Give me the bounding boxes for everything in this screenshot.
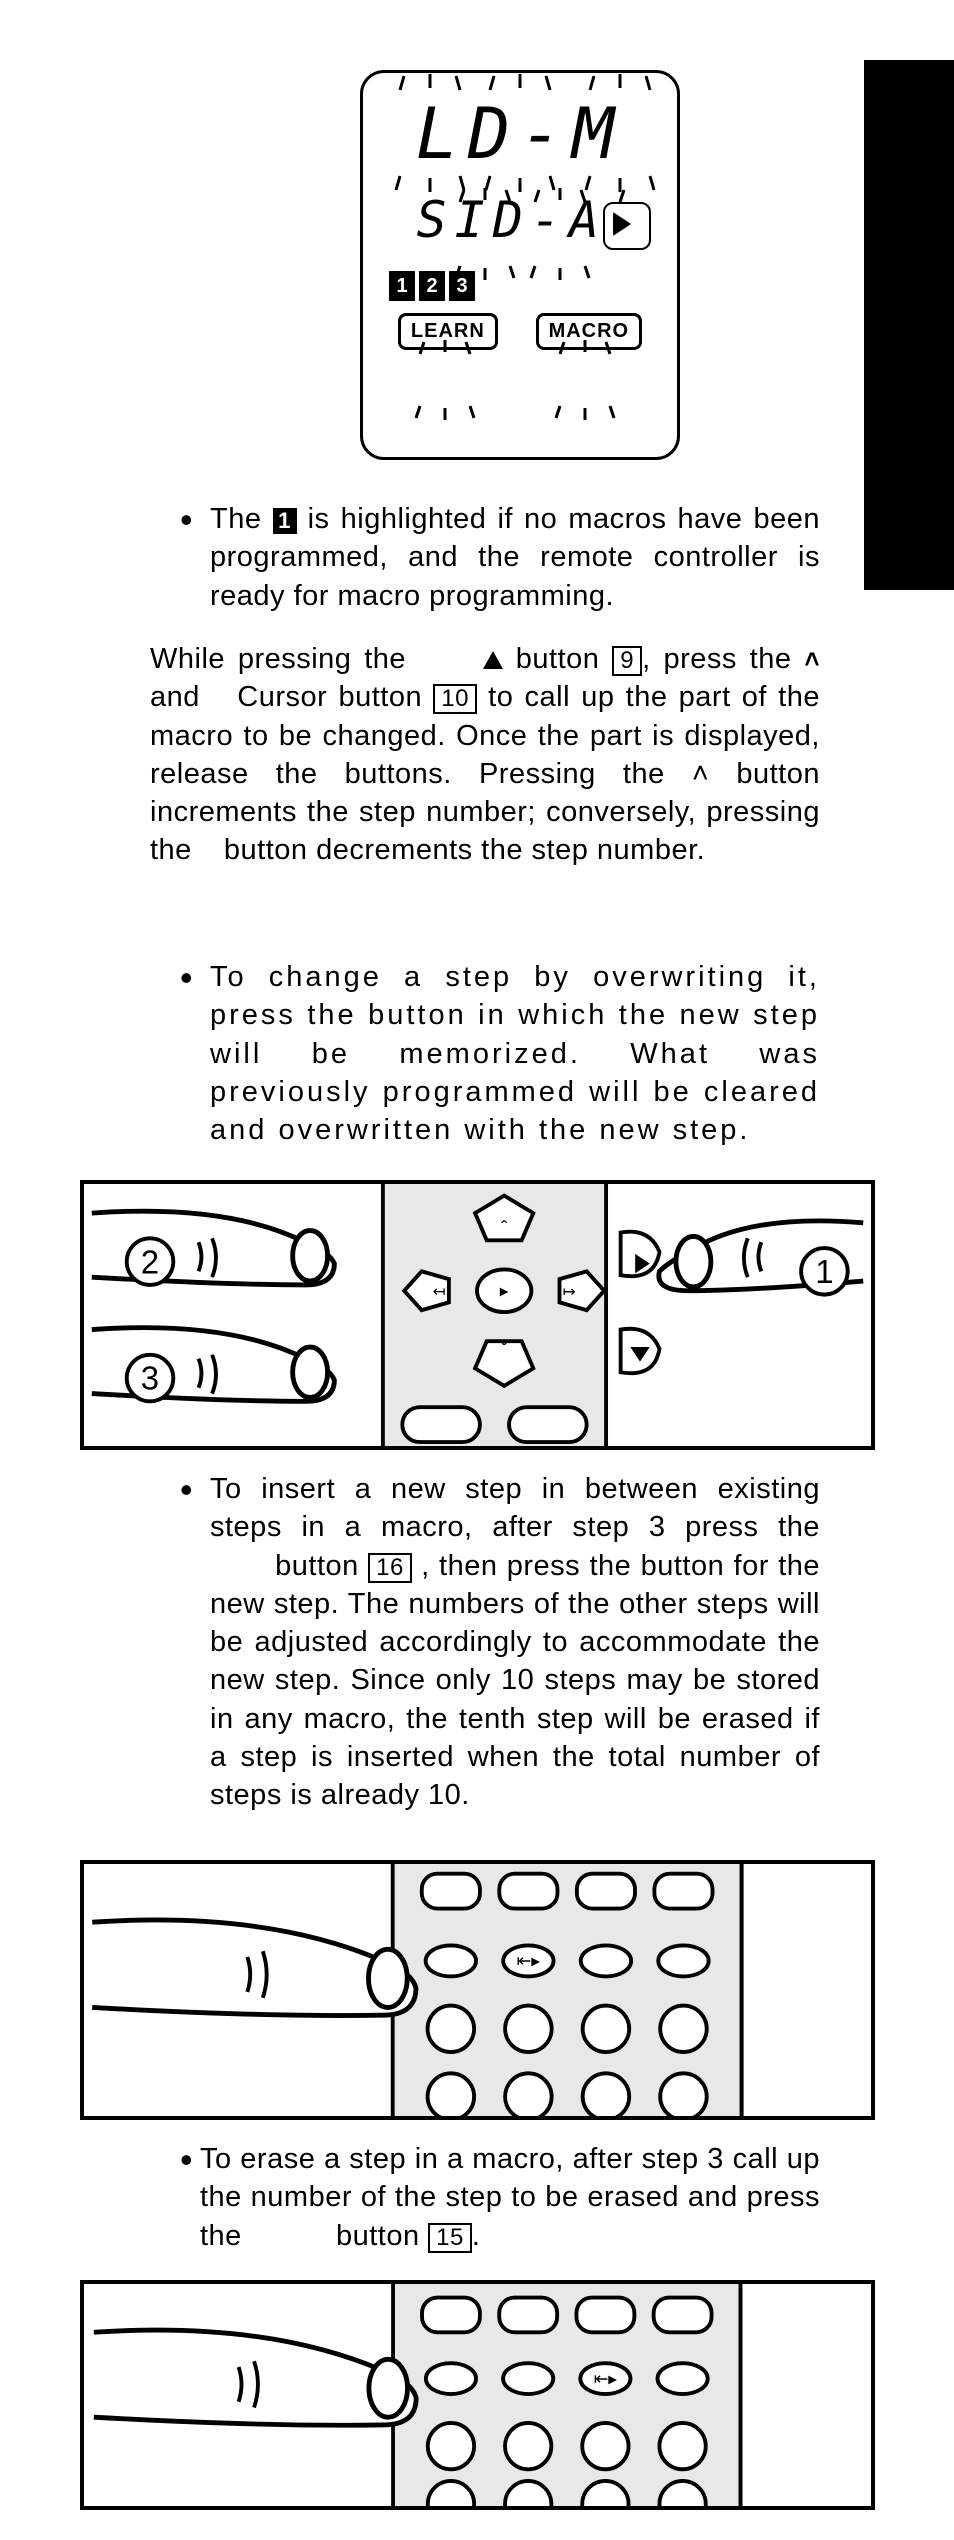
badge-ref-1: 1 bbox=[273, 508, 297, 534]
lcd-panel: LD-M SID-A 1 2 3 LEARN MACRO bbox=[360, 70, 680, 460]
page: LD-M SID-A 1 2 3 LEARN MACRO • The 1 is … bbox=[0, 0, 954, 2540]
svg-text:↦: ↦ bbox=[563, 1284, 576, 1301]
svg-text:ˇ: ˇ bbox=[501, 1340, 508, 1362]
lcd-macro-label: MACRO bbox=[536, 313, 643, 350]
callout-2: 2 bbox=[141, 1243, 159, 1280]
para-2: While pressing the button 9, press the ˄… bbox=[150, 640, 820, 870]
up-triangle-icon bbox=[483, 651, 503, 669]
illustration-2: ⇤▸ bbox=[80, 1860, 875, 2120]
badge-3: 3 bbox=[449, 271, 475, 301]
button-ref-9: 9 bbox=[612, 646, 642, 676]
svg-text:⇤▸: ⇤▸ bbox=[517, 1951, 541, 1971]
para-5: • To erase a step in a macro, after step… bbox=[180, 2140, 820, 2255]
callout-1: 1 bbox=[815, 1253, 833, 1290]
badge-1: 1 bbox=[389, 271, 415, 301]
para-3: • To change a step by overwriting it, pr… bbox=[180, 958, 820, 1149]
callout-3: 3 bbox=[141, 1360, 159, 1397]
svg-text:▸: ▸ bbox=[500, 1281, 509, 1301]
svg-text:ˆ: ˆ bbox=[501, 1217, 508, 1239]
svg-text:⇤▸: ⇤▸ bbox=[594, 2368, 618, 2388]
illustration-3: ⇤▸ bbox=[80, 2280, 875, 2510]
edge-tab bbox=[864, 60, 954, 590]
caret-up-icon: ˄ bbox=[804, 644, 820, 674]
button-ref-15: 15 bbox=[428, 2223, 472, 2253]
button-ref-16: 16 bbox=[368, 1553, 412, 1583]
lcd-learn-label: LEARN bbox=[398, 313, 498, 350]
para-4: • To insert a new step in between existi… bbox=[180, 1470, 820, 1814]
lcd-line-2: SID-A bbox=[379, 191, 661, 261]
button-ref-10: 10 bbox=[433, 684, 477, 714]
lcd-line-1: LD-M bbox=[379, 93, 661, 183]
badge-2: 2 bbox=[419, 271, 445, 301]
para-1: • The 1 is highlighted if no macros have… bbox=[180, 500, 820, 615]
lcd-badges: 1 2 3 bbox=[379, 271, 661, 301]
play-icon bbox=[613, 212, 631, 236]
illustration-1: ˆ ˇ ↤ ↦ ▸ bbox=[80, 1180, 875, 1450]
svg-text:↤: ↤ bbox=[433, 1284, 446, 1301]
